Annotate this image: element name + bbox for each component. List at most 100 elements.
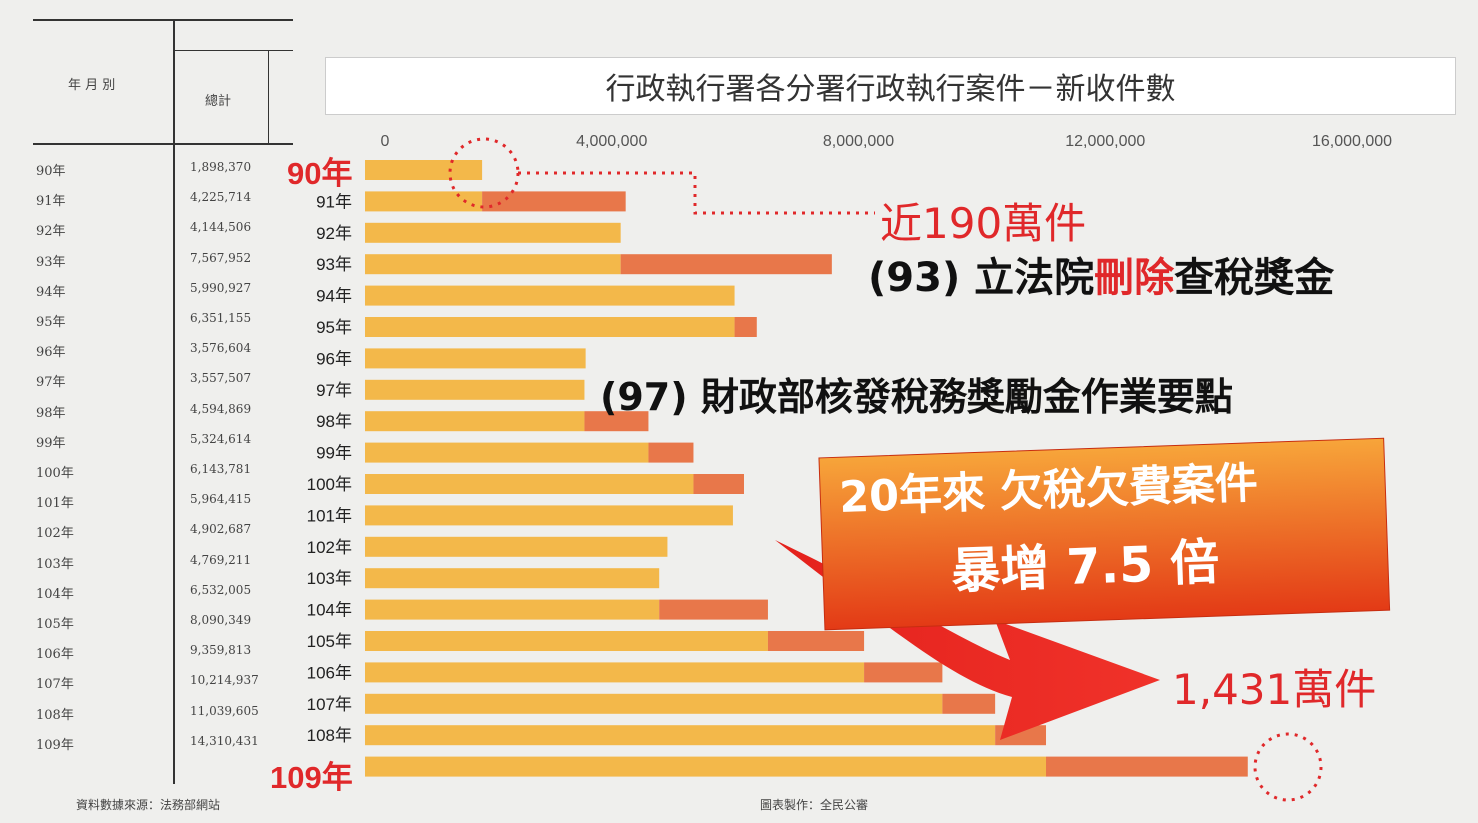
bar-growth [942,693,996,714]
credit-note: 圖表製作：全民公審 [760,798,869,812]
bar-growth [693,474,744,494]
table-row-total: 8,090,349 [190,613,252,627]
table-header-period: 年 月 別 [68,78,116,93]
x-tick-label: 12,000,000 [1065,133,1145,150]
x-tick-label: 4,000,000 [576,133,647,150]
x-tick-label: 0 [381,133,390,150]
bar-base [365,222,621,243]
x-tick-label: 8,000,000 [823,133,894,150]
bar-growth [864,662,943,683]
table-row-total: 11,039,605 [190,703,259,718]
category-label: 92年 [316,224,352,243]
x-ticks-group: 0 4,000,000 8,000,000 12,000,000 16,000,000 [381,133,1393,150]
table-subdivider [268,51,269,143]
banner-line-2: 暴增 7.5 倍 [950,533,1221,600]
table-row-total: 14,310,431 [190,733,259,748]
annotation-93-prefix: (93) 立法院 [868,255,1095,301]
category-label: 104年 [307,601,352,620]
table-row-year: 93年 [36,254,66,270]
table-row-total: 3,557,507 [190,371,252,386]
table-row-year: 99年 [36,435,66,451]
annotation-near-190: 近190萬件 [880,199,1087,248]
table-row-year: 90年 [36,164,66,179]
table-row-year: 97年 [36,375,66,391]
category-label: 108年 [307,726,352,745]
table-header-total: 總計 [205,94,232,109]
bar-growth [767,631,865,651]
category-label: 94年 [316,287,352,306]
table-row-total: 4,144,506 [190,220,252,235]
table-row-total: 6,532,005 [190,582,252,597]
annotation-93-suffix: 查稅獎金 [1174,255,1335,301]
bar-growth [584,411,649,432]
bar-base [365,254,621,275]
table-row-year: 105年 [36,617,74,632]
bar-base [365,411,585,432]
table-row-year: 91年 [36,194,66,210]
bar-base [365,474,694,494]
banner [818,437,1391,631]
highlight-circle-109 [1253,732,1323,802]
category-label: 101年 [307,506,352,525]
bar-base [365,317,735,337]
bar-base [365,599,660,620]
table-row-total: 6,351,155 [190,311,252,325]
dotted-connector [518,171,875,215]
category-label: 93年 [316,255,352,274]
bar-base [365,568,660,589]
label-90-year: 90年 [287,156,353,191]
table-row-year: 101年 [36,496,74,512]
table-row-year: 106年 [36,647,74,663]
table-row-year: 98年 [36,405,66,421]
table-row-year: 100年 [36,466,74,481]
annotation-93: (93) 立法院刪除查稅獎金 [868,245,1334,303]
table-header-rule [33,143,293,145]
table-row-total: 3,576,604 [190,341,252,356]
bar-growth [620,254,832,275]
label-109-year: 109年 [270,760,353,795]
category-label: 102年 [307,538,352,557]
category-labels-group: 91年 92年 93年 94年 95年 96年 97年 98年 99年 100年 101年 102年 1… [307,192,352,745]
category-label: 96年 [316,349,352,368]
chart-title-text: 行政執行署各分署行政執行案件－新收件數 [605,72,1176,107]
annotation-97: (97) 財政部核發稅務獎勵金作業要點 [600,375,1233,419]
table-row-total: 5,324,614 [190,431,252,446]
table-row-total: 7,567,952 [190,250,252,265]
bar-base [365,191,483,212]
source-note: 資料數據來源：法務部網站 [76,798,221,812]
table-row-year: 96年 [36,345,66,361]
table-row-total: 4,594,869 [190,401,252,416]
category-label: 100年 [307,475,352,494]
category-label: 98年 [316,412,352,431]
table-row-total: 9,359,813 [190,643,252,658]
table-row-total: 4,902,687 [190,522,252,537]
table-row-year: 95年 [36,315,66,330]
bars-group [365,160,1248,777]
table-row-year: 94年 [36,284,66,300]
table-row-total: 4,225,714 [190,190,252,205]
category-label: 99年 [316,444,352,463]
table-row-year: 103年 [36,556,74,572]
table-subheader-rule [175,50,293,51]
bar-base [365,693,943,714]
bar-base [365,536,668,557]
bar-base [365,631,768,651]
table-row-total: 5,964,415 [190,492,252,507]
bar-base [365,160,483,180]
bar-growth [734,317,757,337]
bar-growth [1046,756,1248,777]
bar-base [365,285,735,306]
table-row-total: 5,990,927 [190,280,252,295]
annotation-93-highlight: 刪除 [1094,255,1175,301]
bar-base [365,505,733,526]
bar-base [365,662,865,683]
annotation-final-value: 1,431萬件 [1172,665,1377,714]
bar-growth [482,191,626,212]
bar-base [365,379,585,400]
table-row-total: 10,214,937 [190,673,259,688]
table-row-year: 108年 [36,707,74,723]
table-row-total: 1,898,370 [190,160,252,174]
table-row-year: 104年 [36,586,74,602]
